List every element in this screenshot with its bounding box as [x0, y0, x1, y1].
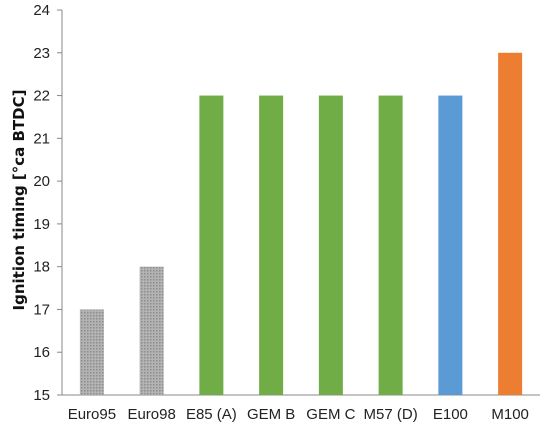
bars	[79, 52, 523, 396]
x-tick-label: M100	[491, 406, 529, 423]
y-tick-label: 17	[33, 301, 50, 318]
x-tick-label: Euro95	[68, 406, 116, 423]
x-tick-label: GEM B	[247, 406, 295, 423]
y-tick-labels: 15 16 17 18 19 20 21 22 23 24	[33, 2, 62, 404]
x-tick-labels: Euro95 Euro98 E85 (A) GEM B GEM C M57 (D) E100…	[68, 406, 529, 423]
y-tick-label: 23	[33, 45, 50, 62]
bar-m100	[498, 52, 523, 396]
bar-m57-d	[378, 95, 403, 396]
x-tick-label: E85 (A)	[186, 406, 237, 423]
y-tick-label: 19	[33, 216, 50, 233]
y-tick-label: 24	[33, 2, 50, 19]
y-tick-label: 18	[33, 259, 50, 276]
bar-e100	[438, 95, 463, 396]
x-tick-label: Euro98	[127, 406, 175, 423]
bar-euro98	[139, 266, 164, 395]
x-tick-label: M57 (D)	[364, 406, 418, 423]
y-axis-label: Ignition timing [°ca BTDC]	[10, 90, 28, 311]
bar-gem-b	[259, 95, 284, 396]
y-axis: 15 16 17 18 19 20 21 22 23 24	[33, 2, 63, 404]
y-tick-label: 16	[33, 344, 50, 361]
y-tick-label: 22	[33, 88, 50, 105]
x-tick-label: E100	[433, 406, 468, 423]
x-tick-label: GEM C	[306, 406, 355, 423]
bar-gem-c	[318, 95, 343, 396]
y-tick-label: 20	[33, 173, 50, 190]
y-tick-label: 21	[33, 130, 50, 147]
bar-euro95	[79, 309, 104, 395]
x-axis: Euro95 Euro98 E85 (A) GEM B GEM C M57 (D) E100…	[62, 394, 540, 423]
bar-e85-a	[199, 95, 224, 396]
y-tick-label: 15	[33, 387, 50, 404]
